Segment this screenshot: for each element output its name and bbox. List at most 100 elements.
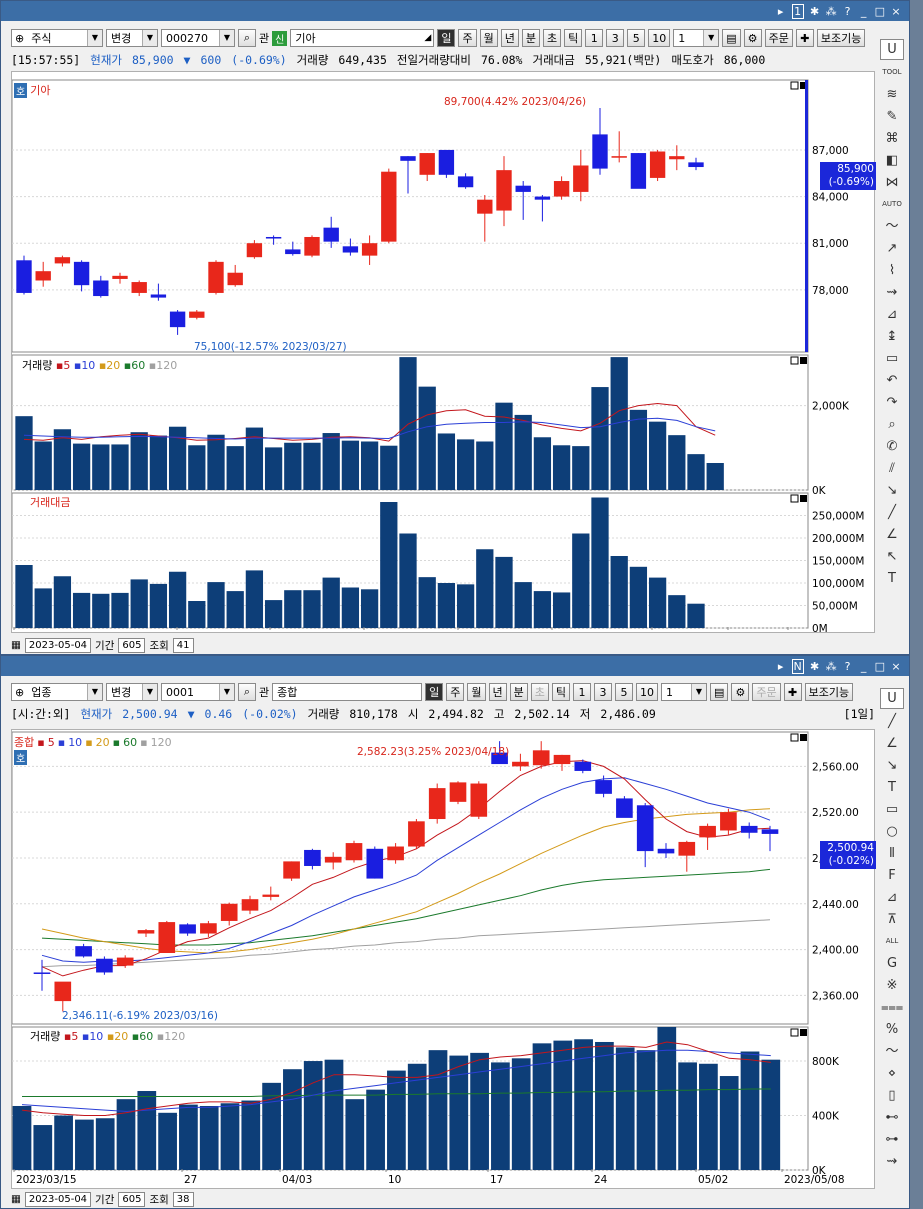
aux-function-button[interactable]: 보조기능	[804, 683, 854, 701]
tool-icon[interactable]: U	[880, 39, 904, 60]
tool-icon[interactable]: ↗	[886, 241, 898, 256]
tab-day[interactable]: 일	[437, 29, 456, 47]
period-field[interactable]: 605	[118, 637, 146, 653]
tool-icon[interactable]: ⇝	[886, 1154, 898, 1169]
aux-function-button[interactable]: 보조기능	[816, 29, 866, 47]
close-icon[interactable]: ×	[891, 4, 901, 18]
search-button[interactable]: ⌕	[238, 683, 256, 701]
tool-icon[interactable]: ∠	[886, 736, 898, 751]
crosshair-icon[interactable]: ✚	[795, 29, 814, 47]
index-name-field[interactable]: 종합	[272, 683, 423, 701]
tool-icon[interactable]: ⊿	[886, 307, 898, 322]
help-icon[interactable]: ?	[844, 4, 851, 18]
tool-icon[interactable]: AUTO	[882, 200, 902, 208]
title-icon[interactable]: N	[791, 658, 804, 674]
tool-icon[interactable]: 〜	[885, 1044, 899, 1059]
calendar-icon[interactable]: ▦	[11, 1193, 21, 1205]
tool-icon[interactable]: ⋄	[887, 1066, 897, 1081]
tool-icon[interactable]: ↘	[886, 758, 898, 773]
tool-icon[interactable]: F	[888, 868, 896, 883]
tool-icon[interactable]: ▭	[885, 802, 899, 817]
tool-icon[interactable]: ↷	[886, 395, 898, 410]
close-icon[interactable]: ×	[891, 659, 901, 673]
tool-icon[interactable]: ↖	[886, 549, 898, 564]
tool-icon[interactable]: ⊶	[885, 1132, 899, 1147]
tool-icon[interactable]: T	[888, 780, 896, 795]
minimize-icon[interactable]: _	[860, 659, 867, 673]
market-select[interactable]: ⊕ 주식 ▼	[11, 29, 103, 47]
interval-3[interactable]: 3	[606, 29, 625, 47]
tab-second[interactable]: 초	[530, 683, 549, 701]
tab-day[interactable]: 일	[425, 683, 444, 701]
save-icon[interactable]: ▤	[710, 683, 729, 701]
tool-icon[interactable]: 〜	[885, 219, 899, 234]
tool-icon[interactable]: ○	[886, 824, 898, 839]
tool-icon[interactable]: G	[886, 956, 898, 971]
query-field[interactable]: 38	[172, 1191, 194, 1207]
title-icon[interactable]: ▸	[777, 4, 784, 18]
tool-icon[interactable]: ✆	[886, 439, 898, 454]
title-icon[interactable]: 1	[791, 3, 804, 19]
code-input[interactable]: 0001 ▼	[161, 683, 235, 701]
tab-minute[interactable]: 분	[509, 683, 528, 701]
maximize-icon[interactable]: □	[874, 4, 885, 18]
code-input[interactable]: 000270 ▼	[161, 29, 235, 47]
tool-icon[interactable]: ※	[886, 978, 898, 993]
tool-icon[interactable]: ⌇	[888, 263, 896, 278]
tool-icon[interactable]: ≋	[886, 87, 898, 102]
minimize-icon[interactable]: _	[860, 4, 867, 18]
tool-icon[interactable]: %	[885, 1022, 899, 1037]
calendar-icon[interactable]: ▦	[11, 639, 21, 651]
tab-tick[interactable]: 틱	[551, 683, 570, 701]
title-icon[interactable]: ▸	[777, 659, 784, 673]
pin-icon[interactable]: ✱	[809, 659, 820, 673]
tool-icon[interactable]: T	[888, 571, 896, 586]
date-field[interactable]: 2023-05-04	[24, 1191, 92, 1207]
tool-icon[interactable]: ⌕	[888, 417, 896, 432]
gear-icon[interactable]: ⚙	[743, 29, 762, 47]
stock-name-field[interactable]: 기아 ◢	[290, 29, 435, 47]
tool-icon[interactable]: ⊿	[886, 890, 898, 905]
change-select[interactable]: 변경 ▼	[106, 29, 158, 47]
search-button[interactable]: ⌕	[238, 29, 256, 47]
tool-icon[interactable]: ⫽	[889, 461, 895, 476]
kospi-chart-area[interactable]: 2,360.002,400.002,440.002,480.002,520.00…	[11, 729, 876, 1189]
order-button[interactable]: 주문	[752, 683, 781, 701]
interval-10[interactable]: 10	[636, 683, 658, 701]
tab-month[interactable]: 월	[479, 29, 498, 47]
tool-icon[interactable]: ⩶	[881, 1000, 904, 1015]
tool-icon[interactable]: ⋈	[885, 175, 899, 190]
tab-year[interactable]: 년	[488, 683, 507, 701]
interval-5[interactable]: 5	[615, 683, 633, 701]
tab-week[interactable]: 주	[446, 683, 465, 701]
gear-icon[interactable]: ⚙	[731, 683, 750, 701]
date-field[interactable]: 2023-05-04	[24, 637, 92, 653]
settings-icon[interactable]: ⁂	[825, 659, 837, 673]
tool-icon[interactable]: ALL	[885, 937, 899, 945]
tool-icon[interactable]: ╱	[888, 505, 896, 520]
tab-tick[interactable]: 틱	[564, 29, 583, 47]
tool-icon[interactable]: TOOL	[882, 68, 902, 76]
interval-1[interactable]: 1	[573, 683, 591, 701]
help-icon[interactable]: ?	[844, 659, 851, 673]
count-select[interactable]: 1 ▼	[673, 29, 720, 47]
crosshair-icon[interactable]: ✚	[783, 683, 802, 701]
interval-10[interactable]: 10	[648, 29, 671, 47]
tool-icon[interactable]: ✎	[886, 109, 898, 124]
tab-second[interactable]: 초	[542, 29, 562, 47]
tool-icon[interactable]: ↘	[886, 483, 898, 498]
tool-icon[interactable]: ▭	[885, 351, 899, 366]
query-field[interactable]: 41	[172, 637, 194, 653]
tool-icon[interactable]: ⇝	[886, 285, 898, 300]
market-select[interactable]: ⊕ 업종 ▼	[11, 683, 103, 701]
tool-icon[interactable]: ▯	[888, 1088, 896, 1103]
settings-icon[interactable]: ⁂	[825, 4, 837, 18]
count-select[interactable]: 1 ▼	[661, 683, 707, 701]
maximize-icon[interactable]: □	[874, 659, 885, 673]
interval-5[interactable]: 5	[627, 29, 646, 47]
tool-icon[interactable]: ↨	[886, 329, 898, 344]
tool-icon[interactable]: ⊼	[887, 912, 897, 927]
tab-minute[interactable]: 분	[521, 29, 540, 47]
change-select[interactable]: 변경 ▼	[106, 683, 158, 701]
tab-year[interactable]: 년	[500, 29, 519, 47]
